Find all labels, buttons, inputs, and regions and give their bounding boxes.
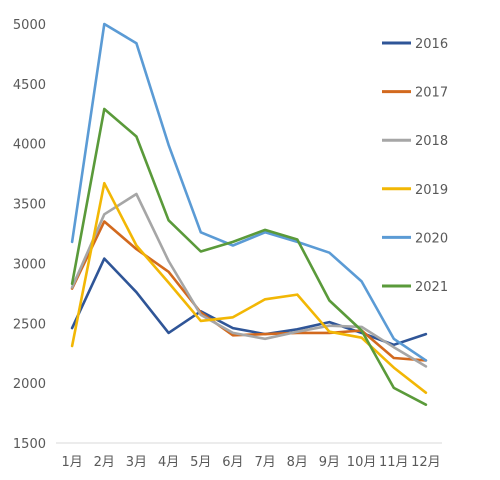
legend-label: 2020 bbox=[415, 231, 448, 246]
x-tick-label: 4月 bbox=[158, 455, 179, 470]
x-tick-label: 5月 bbox=[190, 455, 211, 470]
legend-item-2019: 2019 bbox=[382, 183, 448, 198]
x-tick-label: 2月 bbox=[94, 455, 115, 470]
legend-item-2018: 2018 bbox=[382, 134, 448, 149]
series-lines bbox=[70, 22, 428, 407]
series-line-2018 bbox=[70, 192, 428, 368]
legend-item-2020: 2020 bbox=[382, 231, 448, 246]
series-line-2017 bbox=[70, 220, 428, 362]
y-tick-label: 5000 bbox=[13, 18, 46, 33]
x-tick-label: 1月 bbox=[61, 455, 82, 470]
y-tick-label: 3000 bbox=[13, 257, 46, 272]
y-tick-label: 2500 bbox=[13, 317, 46, 332]
legend-label: 2021 bbox=[415, 280, 448, 295]
y-tick-label: 4500 bbox=[13, 78, 46, 93]
legend-item-2016: 2016 bbox=[382, 37, 448, 52]
y-tick-label: 2000 bbox=[13, 377, 46, 392]
x-axis-tick-labels: 1月 2月 3月 4月 5月 6月 7月 8月 9月 10月 11月 12月 bbox=[61, 455, 440, 470]
y-axis-tick-labels: 1500 2000 2500 3000 3500 4000 4500 5000 bbox=[13, 18, 46, 452]
legend-item-2021: 2021 bbox=[382, 280, 448, 295]
y-tick-label: 4000 bbox=[13, 138, 46, 153]
series-line-2021 bbox=[70, 107, 428, 407]
y-tick-label: 1500 bbox=[13, 437, 46, 452]
legend-item-2017: 2017 bbox=[382, 86, 448, 101]
x-tick-label: 9月 bbox=[319, 455, 340, 470]
y-tick-label: 3500 bbox=[13, 198, 46, 213]
x-tick-label: 12月 bbox=[411, 455, 441, 470]
x-tick-label: 3月 bbox=[126, 455, 147, 470]
x-tick-label: 8月 bbox=[287, 455, 308, 470]
series-line-2019 bbox=[70, 181, 428, 395]
legend-label: 2017 bbox=[415, 86, 448, 101]
legend-label: 2018 bbox=[415, 134, 448, 149]
legend-label: 2016 bbox=[415, 37, 448, 52]
x-tick-label: 6月 bbox=[222, 455, 243, 470]
x-tick-label: 10月 bbox=[347, 455, 377, 470]
x-tick-label: 11月 bbox=[379, 455, 409, 470]
legend: 2016 2017 2018 2019 2020 2021 bbox=[382, 37, 448, 295]
series-line-2020 bbox=[70, 22, 428, 362]
legend-label: 2019 bbox=[415, 183, 448, 198]
x-tick-label: 7月 bbox=[254, 455, 275, 470]
